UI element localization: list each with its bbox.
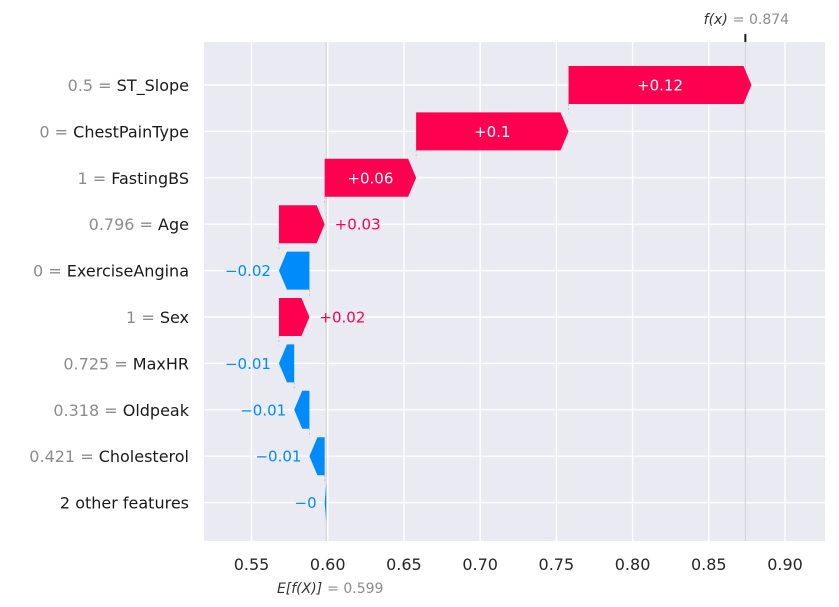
x-tick-label: 0.70 [462, 555, 498, 574]
bar-value-label: −0.01 [225, 355, 271, 373]
feature-name: ST_Slope [117, 76, 189, 96]
feature-label: 0 = ExerciseAngina [33, 262, 189, 281]
waterfall-bar [294, 390, 310, 429]
feature-name: MaxHR [133, 354, 189, 373]
final-value-prefix: f(x) [704, 12, 728, 28]
x-tick-label: 0.85 [691, 555, 727, 574]
bar-value-label: −0.02 [225, 262, 271, 280]
feature-value: 0 [39, 122, 49, 141]
x-tick-label: 0.90 [767, 555, 803, 574]
bar-value-label: −0 [295, 494, 317, 512]
base-value-prefix: E[f(X)] [277, 581, 322, 597]
feature-equals: = [134, 215, 158, 234]
x-tick-label: 0.60 [310, 555, 346, 574]
feature-equals: = [43, 262, 67, 281]
bar-value-label: +0.12 [637, 77, 683, 95]
feature-value: 0.5 [68, 76, 93, 95]
waterfall-bar [309, 437, 325, 476]
feature-equals: = [75, 447, 99, 466]
bar-value-label: +0.06 [347, 169, 393, 187]
feature-label: 1 = FastingBS [77, 169, 189, 188]
feature-name: 2 other features [60, 494, 189, 513]
bar-value-label: +0.02 [319, 309, 365, 327]
waterfall-bar [324, 483, 327, 522]
waterfall-bar [278, 344, 295, 383]
feature-label: 1 = Sex [126, 308, 189, 327]
x-tick-label: 0.55 [234, 555, 270, 574]
feature-name: ExerciseAngina [67, 262, 189, 281]
feature-equals: = [50, 122, 74, 141]
feature-label: 0 = ChestPainType [39, 122, 189, 141]
waterfall-bar [278, 298, 310, 336]
feature-name: Age [158, 215, 189, 234]
final-value-annotation: f(x) = 0.874 [704, 12, 789, 28]
feature-name: Oldpeak [123, 401, 190, 420]
waterfall-bar [278, 205, 325, 244]
feature-value: 0.421 [29, 447, 75, 466]
feature-value: 1 [126, 308, 136, 327]
feature-name: Cholesterol [99, 447, 189, 466]
feature-value: 1 [77, 169, 87, 188]
feature-equals: = [99, 401, 123, 420]
bar-value-label: −0.01 [240, 401, 286, 419]
feature-equals: = [93, 76, 117, 95]
feature-name: FastingBS [111, 169, 189, 188]
x-tick-label: 0.65 [386, 555, 422, 574]
feature-name: Sex [160, 308, 189, 327]
waterfall-bar [568, 66, 752, 104]
feature-equals: = [109, 354, 133, 373]
x-tick-label: 0.75 [539, 555, 575, 574]
feature-value: 0.318 [53, 401, 99, 420]
feature-label: 2 other features [60, 494, 189, 513]
waterfall-bar [416, 112, 569, 151]
feature-equals: = [136, 308, 160, 327]
base-value-annotation: E[f(X)] = 0.599 [277, 581, 383, 597]
feature-label: 0.796 = Age [89, 215, 189, 234]
final-value-number: = 0.874 [733, 12, 789, 28]
waterfall-bar [324, 158, 417, 197]
waterfall-bar [278, 251, 310, 290]
bar-value-label: +0.1 [474, 123, 510, 141]
x-tick-label: 0.80 [615, 555, 651, 574]
feature-value: 0.796 [89, 215, 135, 234]
feature-label: 0.725 = MaxHR [63, 354, 189, 373]
feature-label: 0.421 = Cholesterol [29, 447, 189, 466]
bar-value-label: −0.01 [255, 448, 301, 466]
bar-value-label: +0.03 [335, 216, 381, 234]
feature-name: ChestPainType [73, 122, 189, 141]
feature-value: 0 [33, 262, 43, 281]
feature-equals: = [88, 169, 112, 188]
feature-label: 0.318 = Oldpeak [53, 401, 189, 420]
feature-label: 0.5 = ST_Slope [68, 76, 189, 96]
base-value-number: = 0.599 [327, 581, 383, 597]
feature-value: 0.725 [63, 354, 109, 373]
